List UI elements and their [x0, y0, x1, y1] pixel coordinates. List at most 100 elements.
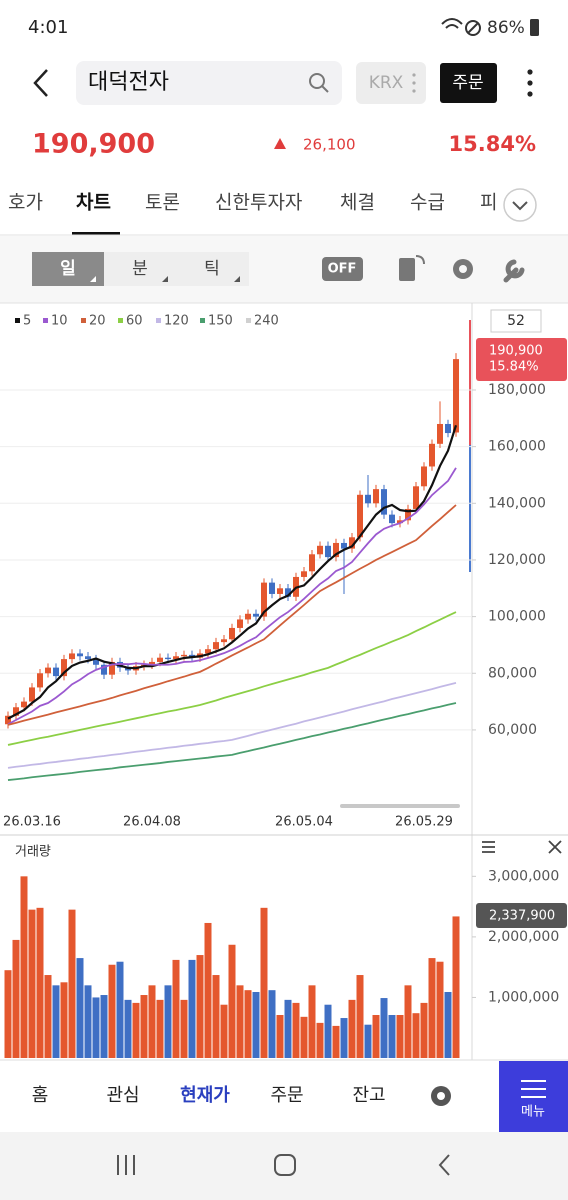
tab[interactable]: 차트	[76, 192, 111, 214]
volume-bar	[92, 997, 100, 1058]
period-option[interactable]: 일	[60, 259, 76, 279]
legend-label: 240	[254, 314, 279, 329]
candle-body	[5, 715, 11, 725]
nav-settings-hole	[437, 1092, 445, 1100]
tab-dropdown[interactable]	[503, 188, 537, 222]
market-button[interactable]	[356, 62, 426, 104]
wifi-icon	[441, 18, 463, 29]
more-menu[interactable]	[527, 69, 533, 97]
volume-bar	[100, 995, 108, 1058]
y-tick-label: 60,000	[488, 722, 537, 738]
volume-bar	[332, 1025, 340, 1058]
volume-bar	[356, 975, 364, 1058]
y-tick-label: 180,000	[488, 382, 546, 398]
volume-bar	[84, 985, 92, 1058]
candle-body	[261, 582, 267, 617]
tab[interactable]: 피	[480, 192, 497, 214]
candle-body	[437, 423, 443, 444]
search-box[interactable]	[76, 61, 342, 105]
toolbar-icons	[399, 255, 525, 283]
volume-bar	[108, 964, 116, 1058]
price-tag	[476, 338, 567, 381]
nav-item[interactable]: 잔고	[352, 1085, 385, 1106]
tools-icon[interactable]	[503, 259, 525, 283]
volume-bar	[132, 1002, 140, 1058]
candle-body	[229, 627, 235, 640]
candle-body	[45, 667, 51, 674]
candle-body	[157, 657, 163, 662]
period-caret	[162, 276, 168, 282]
search-icon[interactable]	[309, 73, 329, 93]
volume-bar	[268, 990, 276, 1058]
candle-body	[309, 554, 315, 572]
volume-bar	[388, 1015, 396, 1058]
volume-y-tick-label: 1,000,000	[488, 989, 559, 1005]
volume-bar	[324, 1004, 332, 1058]
period-option[interactable]: 분	[132, 259, 148, 279]
volume-bar	[188, 959, 196, 1058]
volume-bar	[372, 1015, 380, 1058]
candle-body	[213, 642, 219, 650]
volume-bar	[412, 1013, 420, 1058]
candle-body	[317, 545, 323, 555]
back-system[interactable]	[438, 1154, 450, 1176]
nav-item[interactable]: 현재가	[180, 1085, 230, 1106]
recent-apps[interactable]	[117, 1155, 135, 1175]
tab[interactable]: 호가	[8, 192, 43, 214]
volume-bar	[52, 985, 60, 1058]
volume-bar	[20, 876, 28, 1058]
volume-bar	[252, 991, 260, 1058]
candle-body	[221, 639, 227, 643]
back-button[interactable]	[33, 69, 48, 97]
nav-settings[interactable]	[431, 1086, 451, 1106]
volume-bar	[116, 961, 124, 1058]
tab[interactable]: 토론	[145, 192, 180, 214]
pane-close-icon[interactable]	[548, 840, 562, 854]
volume-bar	[60, 982, 68, 1058]
order-button[interactable]	[440, 63, 497, 103]
volume-bar	[436, 961, 444, 1058]
y-tick-label: 140,000	[488, 495, 546, 511]
menu-text: 메뉴	[521, 1105, 545, 1120]
toggle-button[interactable]	[322, 257, 363, 281]
pane-menu-icon[interactable]	[482, 841, 495, 853]
candle-body	[85, 656, 91, 660]
tab[interactable]: 수급	[410, 192, 445, 214]
home-button[interactable]	[274, 1154, 296, 1176]
candle-body	[29, 687, 35, 702]
volume-bar	[348, 999, 356, 1058]
x-tick-label: 26.03.16	[3, 815, 61, 830]
count-box[interactable]	[490, 309, 542, 333]
search-icon-lens	[309, 73, 325, 89]
volume-bar	[204, 922, 212, 1058]
volume-bar	[4, 970, 12, 1058]
candle-body	[325, 545, 331, 558]
scrollbar[interactable]	[340, 804, 460, 808]
tab-dropdown-arrow	[512, 201, 528, 211]
volume-title: 거래량	[15, 845, 51, 860]
tab[interactable]: 체결	[340, 192, 375, 214]
rotate-icon[interactable]	[399, 258, 415, 281]
menu-icon	[521, 1080, 546, 1098]
legend-swatch	[118, 318, 123, 323]
search-text: 대덕전자	[88, 70, 169, 95]
candle-body	[429, 443, 435, 467]
price-tag-rate: 15.84%	[489, 360, 539, 375]
volume-bar	[44, 975, 52, 1058]
candle-body	[349, 537, 355, 549]
period-option[interactable]: 틱	[204, 259, 220, 279]
nav-item[interactable]: 홈	[32, 1085, 49, 1106]
candle-body	[93, 659, 99, 665]
candle-body	[61, 659, 67, 677]
candle-body	[165, 657, 171, 660]
volume-bar	[220, 1004, 228, 1058]
candle-body	[245, 613, 251, 620]
candle-body	[173, 656, 179, 660]
tab[interactable]: 신한투자자	[215, 192, 302, 214]
nav-item[interactable]: 관심	[106, 1085, 139, 1106]
candle-body	[333, 542, 339, 558]
volume-bar	[428, 958, 436, 1058]
volume-bar	[284, 999, 292, 1058]
nav-item[interactable]: 주문	[270, 1085, 303, 1106]
